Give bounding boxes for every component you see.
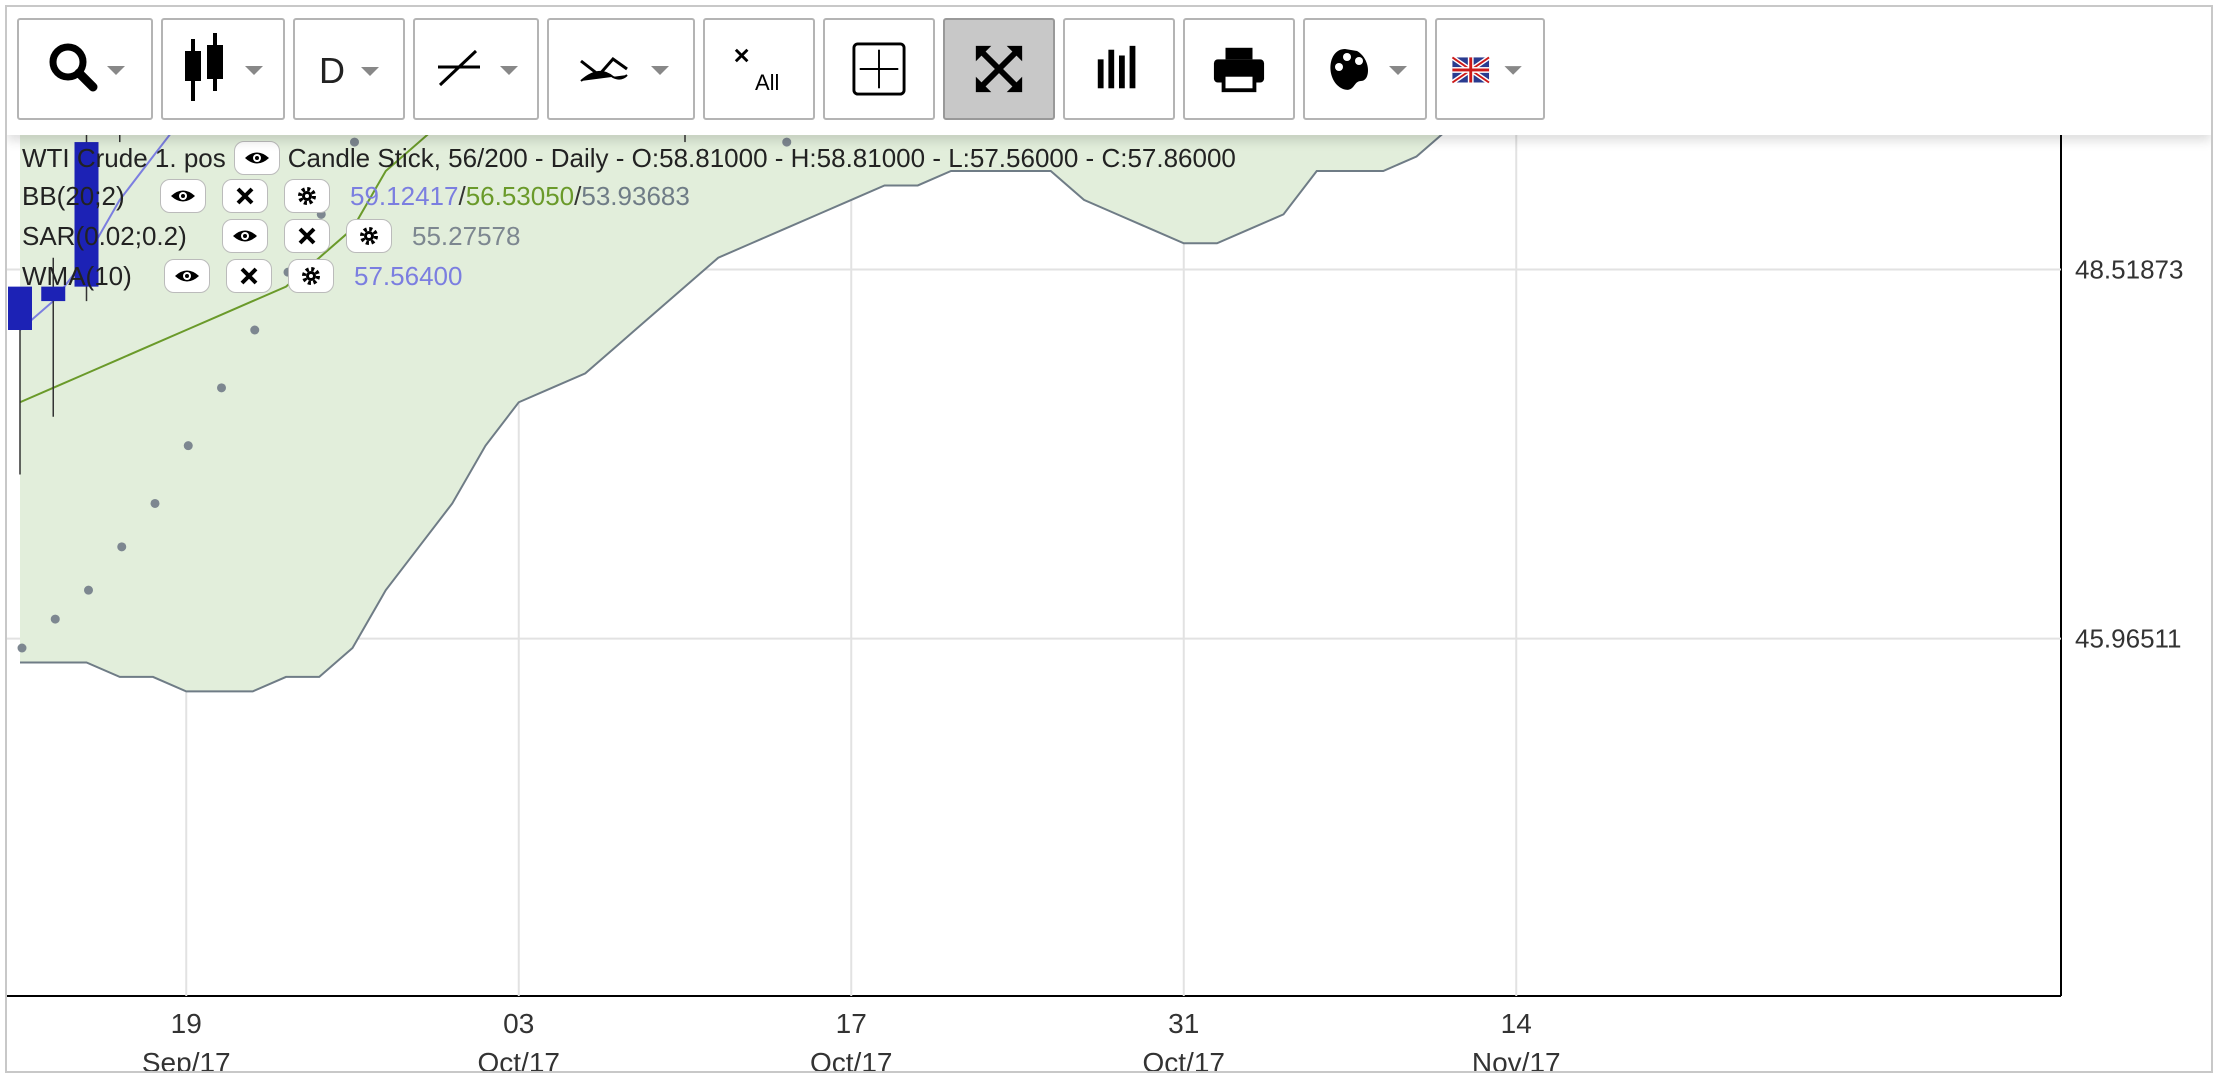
x-tick-day-label: 14 xyxy=(1501,1008,1532,1039)
candlestick-icon xyxy=(185,33,263,101)
eye-icon xyxy=(244,152,269,164)
bb-lower-line xyxy=(20,135,1443,693)
bb-values: 59.12417/56.53050/53.93683 xyxy=(350,181,690,212)
palette-icon xyxy=(1330,49,1407,90)
settings-bb-button[interactable] xyxy=(284,179,330,213)
sar-value: 55.27578 xyxy=(412,220,521,251)
period-label: D xyxy=(319,50,345,91)
x-tick-month-label: Oct/17 xyxy=(1143,1047,1225,1073)
fullscreen-button[interactable] xyxy=(943,18,1055,120)
eye-toggle-bb[interactable] xyxy=(160,179,206,213)
bb-upper-value: 59.12417 xyxy=(350,180,459,211)
bb-sep: / xyxy=(574,180,582,211)
y-tick-label: 45.96511 xyxy=(2075,624,2182,654)
eye-toggle-main[interactable] xyxy=(233,141,280,175)
legend-bb: BB(20;2) 59.12417/56.53050/53.93683 xyxy=(22,179,690,213)
clear-all-button[interactable]: All xyxy=(703,18,815,120)
chevron-down-icon xyxy=(361,67,379,76)
eye-icon xyxy=(233,230,257,242)
gear-icon xyxy=(360,227,378,245)
remove-wma-button[interactable] xyxy=(226,259,272,293)
sar-dot xyxy=(117,542,127,552)
legend-wma: WMA(10) 57.56400 xyxy=(22,259,462,293)
fullscreen-icon xyxy=(975,45,1023,93)
legend-main: WTI Crude 1. pos Candle Stick, 56/200 - … xyxy=(22,141,1236,175)
indicators-button[interactable] xyxy=(547,18,695,120)
sar-dot xyxy=(150,498,160,508)
x-tick-day-label: 19 xyxy=(171,1008,202,1039)
settings-sar-button[interactable] xyxy=(346,219,392,253)
chart-type-button[interactable] xyxy=(161,18,285,120)
crosshair-icon xyxy=(852,42,906,96)
search-icon xyxy=(49,43,125,92)
x-tick-day-label: 31 xyxy=(1168,1008,1199,1039)
eye-toggle-wma[interactable] xyxy=(164,259,210,293)
candle-body xyxy=(41,286,66,302)
bollinger-band-fill xyxy=(20,135,1442,692)
theme-button[interactable] xyxy=(1303,18,1427,120)
chevron-down-icon xyxy=(107,66,125,75)
period-button[interactable]: D xyxy=(293,18,405,120)
bb-middle-value: 56.53050 xyxy=(465,180,575,211)
volume-button[interactable] xyxy=(1063,18,1175,120)
x-tick-month-label: Oct/17 xyxy=(810,1047,892,1073)
close-icon xyxy=(236,187,254,205)
bb-sep: / xyxy=(458,180,466,211)
toolbar: D All xyxy=(7,7,2211,135)
clear-all-label: All xyxy=(755,70,780,95)
sar-dot xyxy=(782,137,792,147)
wma-value: 57.56400 xyxy=(354,260,463,291)
candle-body xyxy=(74,142,99,287)
eye-icon xyxy=(175,270,199,282)
candle-body xyxy=(8,286,32,330)
eye-icon xyxy=(171,190,195,202)
print-button[interactable] xyxy=(1183,18,1295,120)
close-icon xyxy=(240,267,258,285)
price-chart[interactable]: 45.9651148.5187351.0723559.1241757.86000… xyxy=(7,135,2213,1073)
sar-dot xyxy=(84,585,93,595)
crosshair-button[interactable] xyxy=(823,18,935,120)
language-button[interactable] xyxy=(1435,18,1545,120)
wma-name: WMA(10) xyxy=(22,260,132,291)
x-tick-day-label: 03 xyxy=(503,1008,534,1039)
bb-middle-line xyxy=(19,135,429,404)
remove-sar-button[interactable] xyxy=(284,219,330,253)
sar-dot xyxy=(250,325,260,335)
close-all-icon xyxy=(734,48,749,63)
sar-dot xyxy=(17,643,27,653)
y-tick-label: 48.51873 xyxy=(2075,254,2183,284)
uk-flag-icon xyxy=(1451,55,1522,85)
search-button[interactable] xyxy=(17,18,153,120)
drawing-tools-button[interactable] xyxy=(413,18,539,120)
sar-dot xyxy=(50,614,60,624)
bb-name: BB(20;2) xyxy=(22,180,125,211)
x-tick-day-label: 17 xyxy=(836,1008,867,1039)
sar-dot xyxy=(183,441,193,451)
indicators-icon xyxy=(580,56,669,82)
close-icon xyxy=(298,227,316,245)
x-tick-month-label: Sep/17 xyxy=(142,1047,231,1073)
gear-icon xyxy=(302,267,320,285)
x-tick-month-label: Nov/17 xyxy=(1472,1047,1561,1073)
gear-icon xyxy=(298,187,316,205)
remove-bb-button[interactable] xyxy=(222,179,268,213)
chart-window: D All xyxy=(5,5,2213,1073)
settings-wma-button[interactable] xyxy=(288,259,334,293)
legend-sar: SAR(0.02;0.2) 55.27578 xyxy=(22,219,520,253)
sar-dot xyxy=(350,137,359,147)
chart-area[interactable]: 45.9651148.5187351.0723559.1241757.86000… xyxy=(7,135,2213,1073)
trendline-icon xyxy=(438,49,518,87)
bb-lower-value: 53.93683 xyxy=(581,180,690,211)
eye-toggle-sar[interactable] xyxy=(222,219,268,253)
instrument-info: Candle Stick, 56/200 - Daily - O:58.8100… xyxy=(287,142,1236,173)
sar-dot xyxy=(217,383,226,393)
bar-chart-icon xyxy=(1097,45,1136,89)
printer-icon xyxy=(1213,47,1265,93)
x-tick-month-label: Oct/17 xyxy=(478,1047,560,1073)
sar-name: SAR(0.02;0.2) xyxy=(22,220,187,251)
instrument-name: WTI Crude 1. pos xyxy=(22,142,226,173)
